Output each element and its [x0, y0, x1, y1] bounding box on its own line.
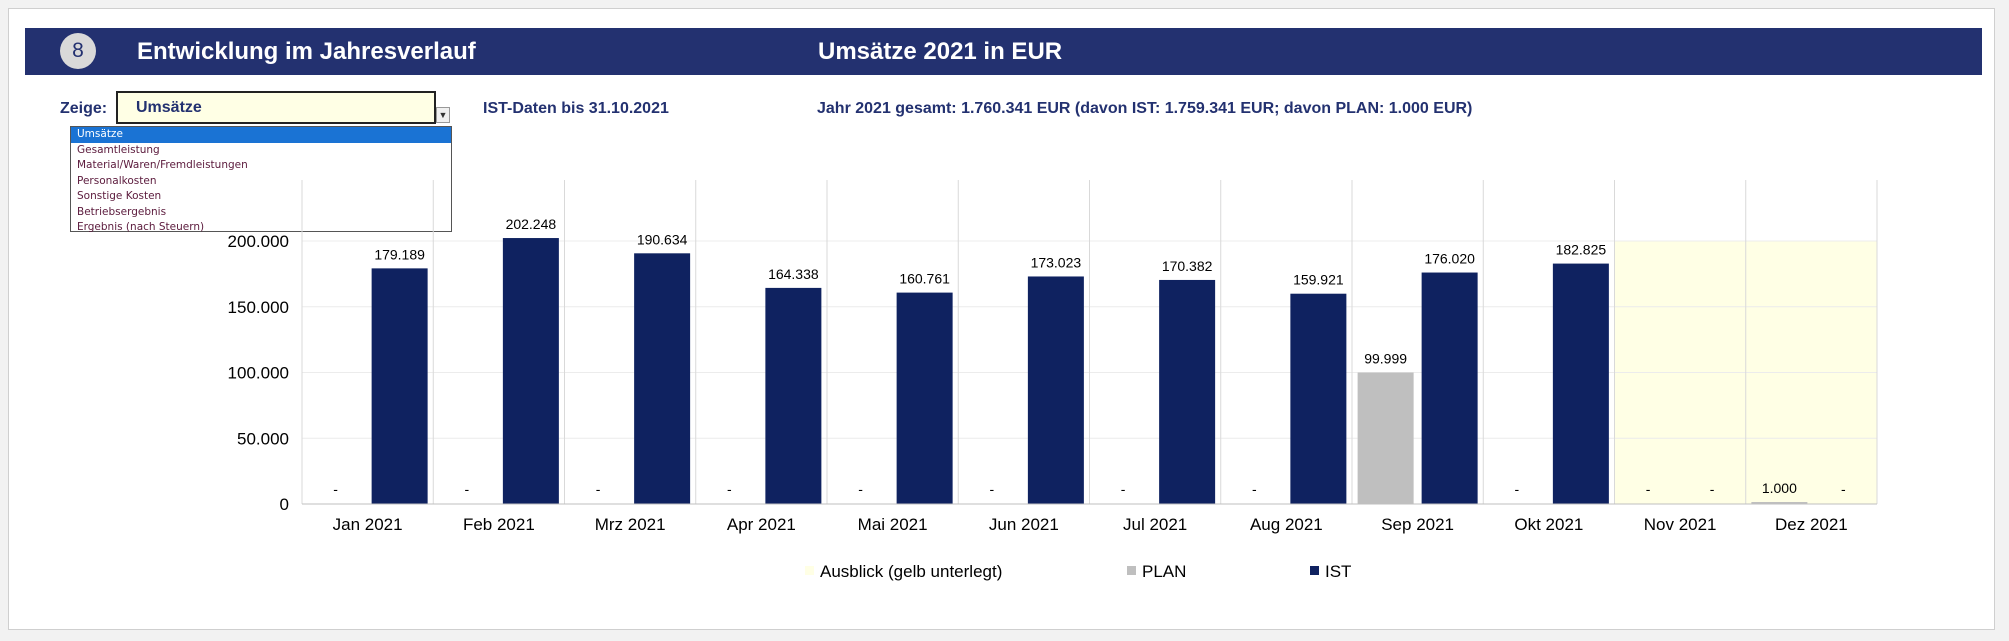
ist-bar — [1421, 272, 1478, 504]
plan-bar — [1751, 502, 1808, 504]
data-label: 179.189 — [374, 246, 425, 262]
dropdown-option[interactable]: Gesamtleistung — [77, 143, 160, 156]
y-tick-label: 0 — [280, 495, 289, 514]
ist-data-info: IST-Daten bis 31.10.2021 — [483, 100, 669, 117]
data-label: - — [1646, 481, 1651, 497]
dropdown-option[interactable]: Umsätze — [71, 127, 451, 143]
x-tick-label: Apr 2021 — [727, 515, 796, 534]
legend-swatch — [1310, 566, 1319, 575]
x-tick-label: Okt 2021 — [1514, 515, 1583, 534]
ist-bar — [502, 238, 559, 504]
legend-label: Ausblick (gelb unterlegt) — [820, 562, 1002, 581]
dropdown-option[interactable]: Sonstige Kosten — [77, 190, 162, 202]
ist-bar — [1027, 276, 1084, 504]
data-label: - — [1515, 481, 1520, 497]
data-label: 164.338 — [768, 266, 819, 282]
metric-dropdown-value: Umsätze — [136, 99, 202, 116]
data-label: 99.999 — [1364, 351, 1407, 367]
ist-bar — [765, 287, 822, 504]
section-number-badge: 8 — [60, 33, 96, 69]
dropdown-option[interactable]: Material/Waren/Fremdleistungen — [77, 159, 248, 171]
legend-label: PLAN — [1142, 562, 1186, 581]
section-header: 8 Entwicklung im Jahresverlauf Umsätze 2… — [25, 28, 1982, 75]
ist-bar — [1159, 279, 1216, 504]
y-tick-label: 100.000 — [228, 364, 289, 383]
data-label: - — [596, 481, 601, 497]
y-tick-label: 200.000 — [228, 232, 289, 251]
legend-label: IST — [1325, 562, 1351, 581]
data-label: - — [858, 481, 863, 497]
y-tick-label: 50.000 — [237, 429, 289, 448]
data-label: 190.634 — [637, 231, 688, 247]
ist-bar — [896, 292, 953, 504]
x-tick-label: Aug 2021 — [1250, 515, 1323, 534]
x-tick-label: Sep 2021 — [1381, 515, 1454, 534]
data-label: 159.921 — [1293, 272, 1344, 288]
data-label: 160.761 — [899, 271, 950, 287]
ist-bar — [1552, 263, 1609, 504]
x-tick-label: Jul 2021 — [1123, 515, 1187, 534]
year-total-info: Jahr 2021 gesamt: 1.760.341 EUR (davon I… — [817, 100, 1473, 117]
data-label: - — [1841, 481, 1846, 497]
plan-bar — [1357, 372, 1414, 504]
legend-swatch — [1127, 566, 1136, 575]
dropdown-arrow-icon[interactable]: ▼ — [436, 107, 450, 123]
dropdown-option[interactable]: Personalkosten — [77, 174, 157, 187]
data-label: - — [465, 481, 470, 497]
x-tick-label: Dez 2021 — [1775, 515, 1848, 534]
data-label: 176.020 — [1424, 251, 1475, 267]
x-tick-label: Jan 2021 — [333, 515, 403, 534]
data-label: - — [727, 481, 732, 497]
y-tick-label: 150.000 — [228, 298, 289, 317]
metric-dropdown[interactable]: Umsätze — [116, 91, 436, 124]
data-label: - — [333, 481, 338, 497]
data-label: - — [990, 481, 995, 497]
data-label: - — [1252, 481, 1257, 497]
data-label: 173.023 — [1031, 254, 1082, 270]
section-title: Entwicklung im Jahresverlauf — [137, 38, 476, 65]
data-label: 1.000 — [1762, 480, 1797, 496]
x-tick-label: Mrz 2021 — [595, 515, 666, 534]
ist-bar — [634, 253, 691, 504]
ist-bar — [371, 268, 428, 504]
legend-swatch — [805, 566, 814, 575]
ist-bar — [1290, 293, 1347, 504]
filter-label: Zeige: — [60, 100, 108, 117]
x-tick-label: Jun 2021 — [989, 515, 1059, 534]
dropdown-option[interactable]: Ergebnis (nach Steuern) — [77, 221, 205, 233]
x-tick-label: Feb 2021 — [463, 515, 535, 534]
chart-title: Umsätze 2021 in EUR — [818, 38, 1063, 65]
metric-dropdown-list[interactable]: Umsätze Gesamtleistung Material/Waren/Frem… — [70, 126, 452, 233]
data-label: 202.248 — [506, 216, 557, 232]
data-label: - — [1710, 481, 1715, 497]
x-tick-label: Nov 2021 — [1644, 515, 1717, 534]
data-label: - — [1121, 481, 1126, 497]
data-label: 170.382 — [1162, 258, 1213, 274]
data-label: 182.825 — [1556, 242, 1607, 258]
dropdown-option[interactable]: Betriebsergebnis — [77, 205, 167, 218]
x-tick-label: Mai 2021 — [858, 515, 928, 534]
